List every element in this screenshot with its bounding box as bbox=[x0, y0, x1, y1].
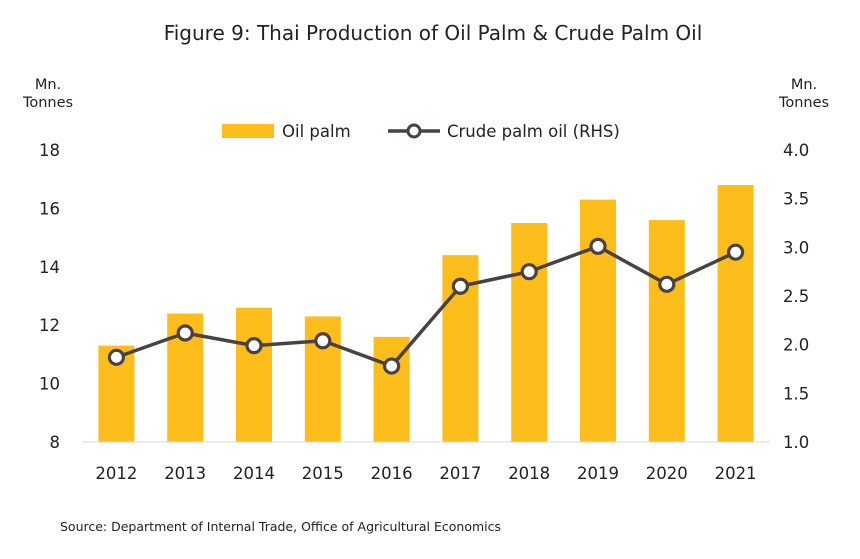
source-note: Source: Department of Internal Trade, Of… bbox=[60, 519, 501, 534]
x-tick-label: 2017 bbox=[439, 464, 481, 483]
legend: Oil palm Crude palm oil (RHS) bbox=[222, 122, 620, 141]
x-tick-label: 2012 bbox=[95, 464, 137, 483]
x-tick-label: 2013 bbox=[164, 464, 206, 483]
left-tick-label: 18 bbox=[39, 141, 60, 160]
x-tick-label: 2018 bbox=[508, 464, 550, 483]
left-tick-label: 16 bbox=[39, 199, 60, 218]
point-crude-palm-oil-2017 bbox=[451, 277, 469, 295]
x-tick-label: 2019 bbox=[577, 464, 619, 483]
point-crude-palm-oil-2018 bbox=[520, 263, 538, 281]
point-crude-palm-oil-2021 bbox=[726, 243, 745, 261]
left-axis-ticks: 8 10 12 14 16 18 bbox=[39, 141, 60, 452]
right-tick-label: 4.0 bbox=[783, 141, 809, 160]
x-tick-label: 2016 bbox=[371, 464, 413, 483]
left-tick-label: 14 bbox=[39, 258, 60, 277]
point-crude-palm-oil-2019 bbox=[589, 237, 607, 255]
chart-title: Figure 9: Thai Production of Oil Palm & … bbox=[164, 21, 703, 45]
right-tick-label: 1.0 bbox=[783, 433, 809, 452]
bar-oil-palm-2019 bbox=[580, 199, 616, 442]
left-axis-unit-line2: Tonnes bbox=[22, 95, 73, 111]
left-axis-unit-line1: Mn. bbox=[35, 77, 61, 93]
x-tick-label: 2014 bbox=[233, 464, 275, 483]
left-tick-label: 10 bbox=[39, 375, 60, 394]
oil-palm-bars bbox=[98, 185, 754, 443]
bar-oil-palm-2020 bbox=[648, 220, 685, 442]
x-tick-label: 2021 bbox=[715, 464, 757, 483]
bar-oil-palm-2021 bbox=[717, 185, 754, 443]
right-tick-label: 3.0 bbox=[783, 238, 809, 257]
right-tick-label: 1.5 bbox=[783, 384, 809, 403]
right-tick-label: 3.5 bbox=[783, 190, 809, 209]
point-crude-palm-oil-2015 bbox=[314, 332, 332, 350]
legend-swatch-oil-palm bbox=[222, 124, 274, 138]
bar-oil-palm-2014 bbox=[236, 307, 272, 442]
legend-label-crude-palm-oil: Crude palm oil (RHS) bbox=[447, 122, 620, 141]
legend-label-oil-palm: Oil palm bbox=[282, 122, 351, 141]
bar-oil-palm-2018 bbox=[511, 223, 548, 442]
left-tick-label: 12 bbox=[39, 316, 60, 335]
left-tick-label: 8 bbox=[50, 433, 61, 452]
right-axis-unit-line2: Tonnes bbox=[778, 95, 829, 111]
point-crude-palm-oil-2012 bbox=[107, 348, 126, 366]
line-crude-palm-oil bbox=[115, 244, 737, 368]
x-tick-label: 2020 bbox=[646, 464, 688, 483]
x-axis-ticks: 2012 2013 2014 2015 2016 2017 2018 2019 2020 2021 bbox=[95, 464, 756, 483]
right-tick-label: 2.0 bbox=[783, 336, 809, 355]
x-tick-label: 2015 bbox=[302, 464, 344, 483]
point-crude-palm-oil-2020 bbox=[658, 275, 676, 293]
point-crude-palm-oil-2014 bbox=[245, 337, 263, 355]
right-axis-ticks: 1.0 1.5 2.0 2.5 3.0 3.5 4.0 bbox=[783, 141, 809, 452]
point-crude-palm-oil-2016 bbox=[383, 357, 401, 375]
right-axis-unit-line1: Mn. bbox=[791, 77, 817, 93]
point-crude-palm-oil-2013 bbox=[176, 324, 194, 342]
legend-marker-crude-palm-oil bbox=[406, 123, 422, 139]
crude-palm-oil-series bbox=[107, 237, 745, 375]
right-tick-label: 2.5 bbox=[783, 287, 809, 306]
